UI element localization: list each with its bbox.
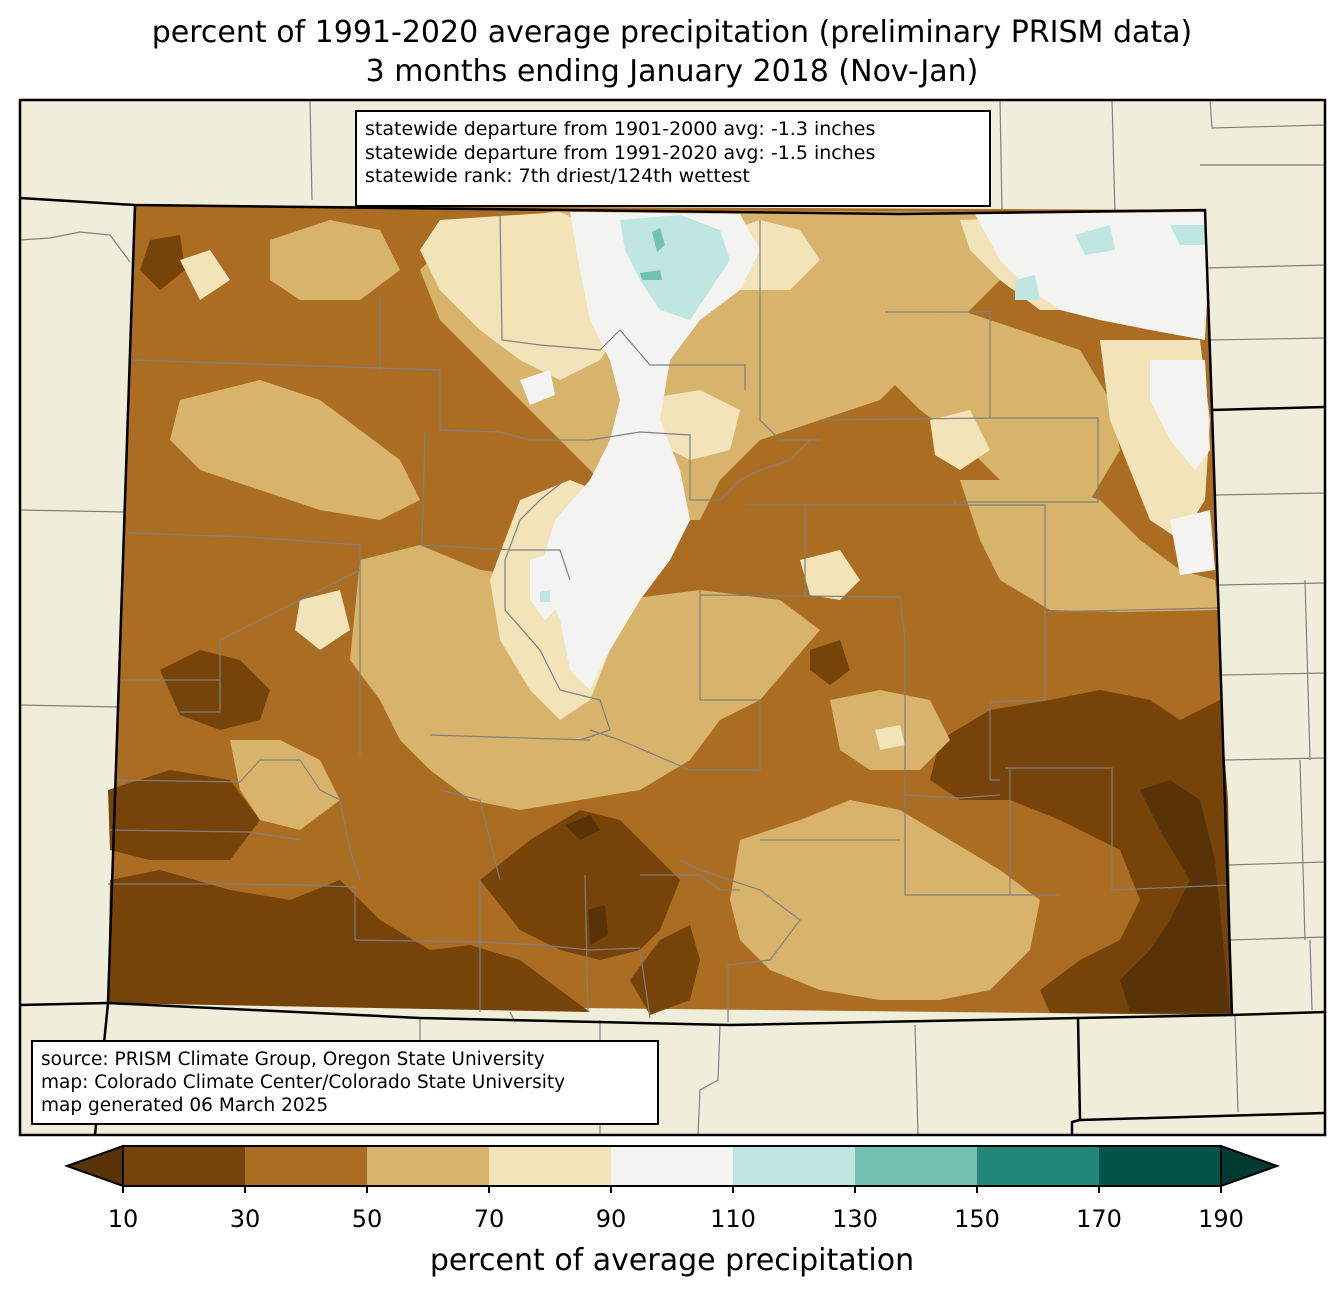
- colorbar-swatch-70-90: [489, 1146, 612, 1186]
- map-frame: [18, 98, 1327, 1137]
- colorbar-tick-label-110: 110: [710, 1205, 756, 1233]
- colorbar-under-arrow: [64, 1144, 124, 1188]
- colorbar-tick-label-10: 10: [107, 1205, 139, 1233]
- generated-date-line: map generated 06 March 2025: [41, 1095, 329, 1116]
- colorbar-swatch-90-110: [611, 1146, 734, 1186]
- colorbar-tick-label-50: 50: [351, 1205, 383, 1233]
- colorbar-tick-label-90: 90: [595, 1205, 627, 1233]
- map-subtitle: 3 months ending January 2018 (Nov-Jan): [365, 54, 979, 89]
- map-credit-line: map: Colorado Climate Center/Colorado St…: [41, 1072, 566, 1093]
- source-box: source: PRISM Climate Group, Oregon Stat…: [31, 1040, 659, 1125]
- colorbar-swatch-170-190: [1099, 1146, 1222, 1186]
- colorbar-swatch-10-30: [123, 1146, 246, 1186]
- bin-under-10-regions: [565, 780, 1230, 1013]
- source-line: source: PRISM Climate Group, Oregon Stat…: [41, 1049, 545, 1070]
- stats-departure-1991-2020: statewide departure from 1991-2020 avg: …: [365, 141, 876, 164]
- county-lines: [108, 211, 1231, 1023]
- colorbar-swatch-30-50: [245, 1146, 368, 1186]
- colorbar-tick-label-70: 70: [473, 1205, 505, 1233]
- stats-rank: statewide rank: 7th driest/124th wettest: [365, 165, 750, 187]
- bin-110-130-regions: [540, 215, 1205, 602]
- colorbar-outline: [122, 1145, 1222, 1187]
- colorbar-swatch-150-170: [977, 1146, 1100, 1186]
- bin-90-110-regions: [520, 212, 1215, 690]
- colorbar-tick-label-170: 170: [1076, 1205, 1122, 1233]
- colorbar-swatch-50-70: [367, 1146, 490, 1186]
- colorbar-over-arrow: [1220, 1144, 1280, 1188]
- colorbar: [64, 1144, 1280, 1193]
- bin-130-150-regions: [640, 228, 665, 280]
- colorbar-tick-label-30: 30: [229, 1205, 261, 1233]
- colorbar-tick-label-190: 190: [1198, 1205, 1244, 1233]
- stats-departure-1901-2000: statewide departure from 1901-2000 avg: …: [365, 118, 876, 140]
- colorbar-swatch-110-130: [733, 1146, 856, 1186]
- colorbar-tick-label-150: 150: [954, 1205, 1000, 1233]
- colorbar-swatch-130-150: [855, 1146, 978, 1186]
- neighbor-county-lines: [19, 99, 1326, 1136]
- statewide-stats-box: statewide departure from 1901-2000 avg: …: [355, 110, 991, 207]
- map-title: percent of 1991-2020 average precipitati…: [151, 15, 1193, 50]
- colorbar-label: percent of average precipitation: [429, 1243, 915, 1278]
- colorbar-tick-label-130: 130: [832, 1205, 878, 1233]
